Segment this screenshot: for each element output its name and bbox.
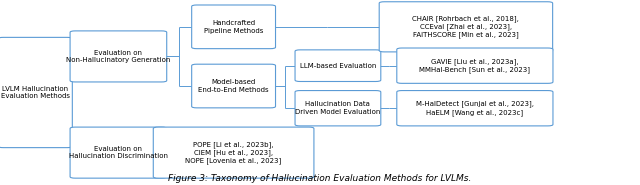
Text: CHAIR [Rohrbach et al., 2018],
CCEval [Zhai et al., 2023],
FAITHSCORE [Min et al: CHAIR [Rohrbach et al., 2018], CCEval [Z… [413,15,519,38]
FancyBboxPatch shape [295,91,381,126]
Text: LVLM Hallucination
Evaluation Methods: LVLM Hallucination Evaluation Methods [1,86,70,99]
FancyBboxPatch shape [397,48,553,83]
FancyBboxPatch shape [397,91,553,126]
FancyBboxPatch shape [380,2,553,52]
Text: M-HalDetect [Gunjal et al., 2023],
HaELM [Wang et al., 2023c]: M-HalDetect [Gunjal et al., 2023], HaELM… [416,101,534,116]
Text: LLM-based Evaluation: LLM-based Evaluation [300,63,376,69]
FancyBboxPatch shape [295,50,381,81]
Text: GAVIE [Liu et al., 2023a],
MMHal-Bench [Sun et al., 2023]: GAVIE [Liu et al., 2023a], MMHal-Bench [… [419,58,531,73]
Text: Evaluation on
Non-Hallucinatory Generation: Evaluation on Non-Hallucinatory Generati… [66,50,171,63]
FancyBboxPatch shape [0,37,72,148]
Text: Model-based
End-to-End Methods: Model-based End-to-End Methods [198,79,269,93]
FancyBboxPatch shape [70,31,166,82]
FancyBboxPatch shape [192,64,275,108]
Text: Figure 3: Taxonomy of Hallucination Evaluation Methods for LVLMs.: Figure 3: Taxonomy of Hallucination Eval… [168,174,472,183]
Text: Hallucination Data
Driven Model Evaluation: Hallucination Data Driven Model Evaluati… [295,102,381,115]
FancyBboxPatch shape [154,127,314,178]
FancyBboxPatch shape [192,5,275,49]
FancyBboxPatch shape [70,127,166,178]
Text: Evaluation on
Hallucination Discrimination: Evaluation on Hallucination Discriminati… [69,146,168,159]
Text: POPE [Li et al., 2023b],
CIEM [Hu et al., 2023],
NOPE [Lovenia et al., 2023]: POPE [Li et al., 2023b], CIEM [Hu et al.… [186,141,282,164]
Text: Handcrafted
Pipeline Methods: Handcrafted Pipeline Methods [204,20,263,33]
